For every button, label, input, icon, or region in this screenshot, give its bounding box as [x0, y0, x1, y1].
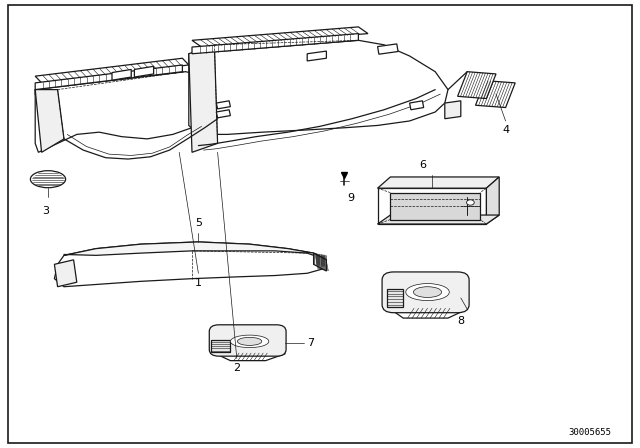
Polygon shape — [211, 332, 285, 361]
Polygon shape — [458, 72, 496, 99]
Polygon shape — [35, 90, 64, 152]
Ellipse shape — [230, 335, 269, 348]
Polygon shape — [390, 193, 480, 220]
Polygon shape — [35, 72, 182, 95]
Polygon shape — [112, 69, 131, 80]
Polygon shape — [192, 34, 358, 54]
Polygon shape — [378, 177, 499, 188]
Ellipse shape — [237, 337, 262, 345]
Polygon shape — [476, 81, 515, 108]
Polygon shape — [378, 215, 499, 224]
Text: 6: 6 — [419, 160, 426, 170]
Ellipse shape — [31, 171, 65, 188]
Polygon shape — [307, 51, 326, 61]
Ellipse shape — [467, 200, 474, 205]
Polygon shape — [64, 242, 323, 260]
Polygon shape — [387, 289, 403, 307]
Polygon shape — [387, 279, 467, 318]
Text: 3: 3 — [43, 206, 49, 216]
Polygon shape — [216, 101, 230, 109]
Text: 30005655: 30005655 — [568, 428, 611, 437]
Polygon shape — [216, 110, 230, 118]
Polygon shape — [134, 66, 154, 77]
Polygon shape — [35, 65, 182, 90]
Polygon shape — [410, 101, 424, 110]
FancyBboxPatch shape — [209, 325, 286, 356]
Polygon shape — [192, 27, 368, 47]
Polygon shape — [35, 72, 230, 152]
Polygon shape — [54, 260, 77, 287]
Polygon shape — [486, 177, 499, 224]
Polygon shape — [211, 340, 230, 352]
Text: 4: 4 — [502, 125, 509, 135]
Text: 2: 2 — [233, 363, 241, 373]
Polygon shape — [445, 101, 461, 119]
Polygon shape — [189, 45, 218, 152]
Polygon shape — [35, 58, 189, 83]
Text: 1: 1 — [195, 278, 202, 288]
Ellipse shape — [413, 287, 442, 297]
Text: 9: 9 — [347, 193, 354, 202]
Ellipse shape — [406, 284, 449, 301]
Polygon shape — [54, 242, 326, 287]
Polygon shape — [189, 40, 448, 134]
Polygon shape — [378, 188, 486, 224]
Polygon shape — [378, 44, 398, 54]
Text: 8: 8 — [457, 316, 465, 326]
Polygon shape — [314, 253, 326, 271]
Text: 7: 7 — [307, 338, 314, 348]
Text: 5: 5 — [195, 219, 202, 228]
FancyBboxPatch shape — [382, 272, 469, 313]
